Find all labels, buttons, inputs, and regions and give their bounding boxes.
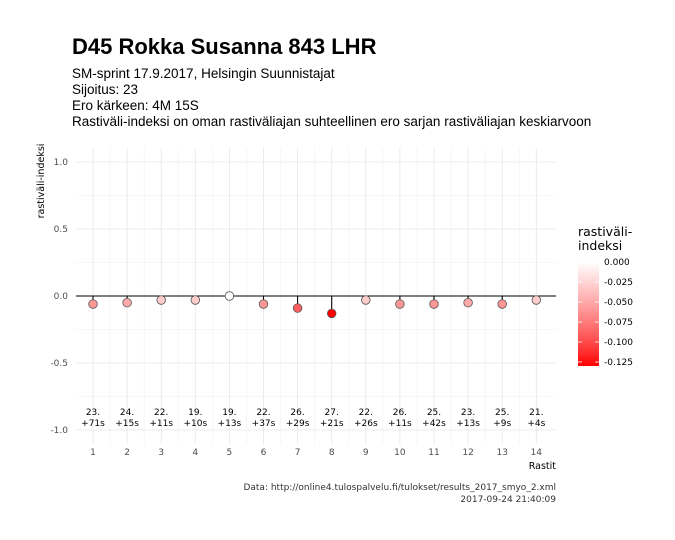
rank-label-3: 22. [154, 408, 168, 418]
rank-label-1: 23. [86, 408, 100, 418]
legend-tick-label: -0.025 [604, 278, 633, 288]
rank-label-7: 26. [290, 408, 304, 418]
x-tick-label: 1 [90, 448, 96, 458]
x-axis-title: Rastit [529, 461, 557, 472]
x-tick-label: 9 [363, 448, 369, 458]
x-tick-label: 3 [158, 448, 164, 458]
subtitle-line-2: Sijoitus: 23 [72, 82, 138, 97]
diff-label-10: +11s [388, 419, 412, 429]
rank-label-8: 27. [325, 408, 339, 418]
y-tick-label: -1.0 [50, 426, 68, 436]
rank-label-9: 22. [359, 408, 373, 418]
diff-label-5: +13s [218, 419, 242, 429]
x-tick-label: 5 [227, 448, 233, 458]
x-tick-label: 4 [192, 448, 198, 458]
subtitle-line-3: Ero kärkeen: 4M 15S [72, 98, 199, 113]
point-13 [497, 299, 507, 309]
diff-label-2: +15s [115, 419, 139, 429]
y-axis-title: rastiväli-indeksi [36, 144, 47, 219]
x-tick-label: 11 [428, 448, 439, 458]
point-6 [258, 299, 269, 309]
rank-label-10: 26. [393, 408, 407, 418]
diff-label-7: +29s [286, 419, 310, 429]
point-12 [463, 298, 473, 308]
x-tick-label: 6 [261, 448, 267, 458]
x-tick-label: 7 [295, 448, 301, 458]
point-14 [531, 295, 542, 305]
diff-label-1: +71s [81, 419, 105, 429]
subtitle-line-4: Rastiväli-indeksi on oman rastiväliajan … [72, 114, 591, 129]
rank-label-5: 19. [222, 408, 236, 418]
rank-label-2: 24. [120, 408, 134, 418]
point-9 [361, 295, 371, 305]
x-tick-label: 10 [394, 448, 406, 458]
point-5 [224, 291, 235, 301]
legend-colorbar [578, 262, 599, 366]
x-tick-label: 14 [531, 448, 543, 458]
legend-tick-label: 0.000 [604, 258, 630, 268]
diff-label-4: +10s [183, 419, 207, 429]
x-tick-label: 12 [462, 448, 473, 458]
point-1 [88, 299, 98, 309]
legend-tick-label: -0.075 [604, 318, 633, 328]
y-tick-label: 0.0 [54, 292, 69, 302]
chart-title: D45 Rokka Susanna 843 LHR [72, 34, 377, 59]
legend-tick-label: -0.100 [604, 338, 633, 348]
point-10 [395, 299, 405, 309]
diff-label-11: +42s [422, 419, 446, 429]
point-8 [327, 308, 337, 319]
legend-tick-label: -0.125 [604, 358, 633, 368]
y-axis: 1.0 0.5 0.0 -0.5 -1.0 [50, 158, 68, 436]
x-tick-label: 8 [329, 448, 335, 458]
point-4 [190, 295, 201, 305]
caption-timestamp: 2017-09-24 21:40:09 [460, 495, 556, 505]
plot-area: 23.+71s24.+15s22.+11s19.+10s19.+13s22.+3… [76, 291, 556, 429]
diff-label-14: +4s [527, 419, 545, 429]
point-3 [156, 295, 166, 305]
y-tick-label: 0.5 [54, 225, 68, 235]
x-axis: 1 2 3 4 5 6 7 8 9 10 11 12 13 14 [90, 448, 542, 458]
point-7 [292, 303, 303, 313]
subtitle-line-1: SM-sprint 17.9.2017, Helsingin Suunnista… [72, 66, 335, 81]
diff-label-13: +9s [493, 419, 511, 429]
y-tick-label: 1.0 [54, 158, 69, 168]
legend-title-line-2: indeksi [578, 238, 622, 253]
diff-label-9: +26s [354, 419, 378, 429]
diff-label-3: +11s [149, 419, 173, 429]
legend-tick-label: -0.050 [604, 298, 633, 308]
rank-label-12: 23. [461, 408, 475, 418]
y-tick-label: -0.5 [50, 359, 68, 369]
rank-label-11: 25. [427, 408, 441, 418]
legend-title-line-1: rastiväli- [578, 224, 632, 239]
rank-label-14: 21. [529, 408, 543, 418]
diff-label-8: +21s [320, 419, 344, 429]
diff-label-12: +13s [456, 419, 480, 429]
rank-label-6: 22. [256, 408, 270, 418]
caption-source: Data: http://online4.tulospalvelu.fi/tul… [243, 483, 556, 493]
point-11 [429, 299, 439, 309]
x-tick-label: 13 [496, 448, 507, 458]
color-legend: rastiväli- indeksi 0.000 -0.025 -0.050 -0.0… [578, 224, 633, 368]
rank-label-4: 19. [188, 408, 202, 418]
rank-label-13: 25. [495, 408, 509, 418]
diff-label-6: +37s [252, 419, 276, 429]
point-2 [122, 298, 132, 308]
x-tick-label: 2 [124, 448, 130, 458]
